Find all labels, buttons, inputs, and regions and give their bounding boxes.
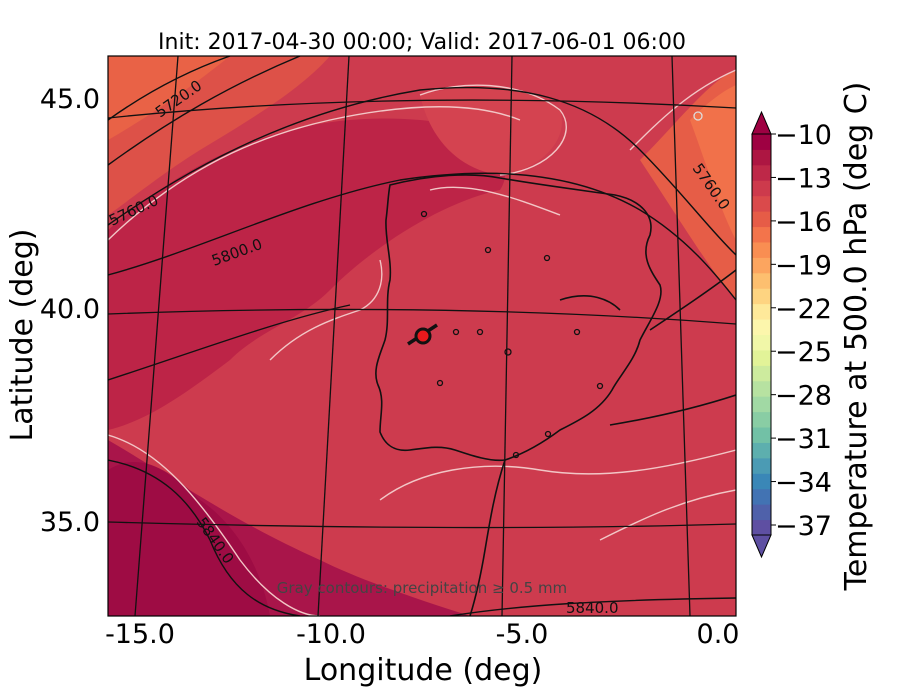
cold-region-west: [108, 118, 506, 431]
colorbar-frame: [751, 133, 772, 536]
colorbar-cell: [752, 380, 771, 397]
colorbar-min-arrow: [751, 534, 772, 559]
colorbar-cell: [752, 457, 771, 474]
colorbar-cell: [752, 303, 771, 320]
x-axis-title: Longitude (deg): [304, 653, 543, 688]
coldest-region-southwest: [108, 461, 270, 616]
colorbar-cell: [752, 473, 771, 490]
colorbar-cell: [752, 272, 771, 289]
colorbar-cell: [752, 349, 771, 366]
colorbar-tick-label: −28: [775, 381, 832, 412]
colorbar-tick-label: −16: [775, 207, 832, 238]
temperature-contours: [108, 69, 736, 616]
colorbar-cell: [752, 334, 771, 351]
colorbar-cell: [752, 504, 771, 521]
colorbar-tick-label: −10: [775, 120, 832, 151]
x-tick-minus5: -5.0: [496, 619, 549, 650]
colorbar-max-arrow: [751, 110, 772, 135]
precipitation-contours: [420, 111, 703, 459]
colorbar-cell: [752, 488, 771, 505]
y-axis-title: Latitude (deg): [5, 229, 40, 442]
map-plot-area: 5720.0 5760.0 5800.0 5760.0 5840.0 5840.…: [108, 56, 736, 617]
colorbar-tick-label: −13: [775, 163, 832, 194]
colorbar-tick-label: −34: [775, 468, 832, 499]
colorbar-cell: [752, 365, 771, 382]
warmer-region-northeast: [690, 85, 736, 240]
plot-frame: [107, 55, 737, 617]
colorbar-cell: [752, 257, 771, 274]
warm-patch-north: [420, 87, 562, 175]
colorbar-tick-label: −31: [775, 424, 832, 455]
colorbar-cell: [752, 211, 771, 228]
colorbar-cell: [752, 411, 771, 428]
colorbar-tick-label: −19: [775, 250, 832, 281]
y-tick-45: 45.0: [40, 84, 100, 115]
x-tick-minus10: -10.0: [296, 619, 366, 650]
colorbar-cell: [752, 442, 771, 459]
colorbar-cell: [752, 149, 771, 166]
colorbar-cell: [752, 134, 771, 150]
colorbar: −10 −13 −16 −19 −22 −25 −28 −31 −34 −37: [751, 110, 832, 559]
graticule-lines: [108, 56, 736, 616]
height-contours: [108, 56, 736, 616]
station-marker: [414, 327, 432, 345]
colorbar-cell: [752, 195, 771, 212]
x-tick-minus15: -15.0: [105, 619, 175, 650]
contour-label-5840-south: 5840.0: [566, 599, 619, 617]
x-tick-0: 0.0: [697, 619, 740, 650]
colorbar-tick-label: −22: [775, 294, 832, 325]
colorbar-tick-label: −25: [775, 337, 832, 368]
precipitation-note: Gray contours: precipitation ≥ 0.5 mm: [277, 579, 567, 597]
colorbar-cell: [752, 180, 771, 197]
colorbar-cell: [752, 164, 771, 181]
warmer-region-northwest: [108, 56, 230, 140]
colorbar-title: Temperature at 500.0 hPa (deg C): [839, 82, 874, 592]
colorbar-tick-label: −37: [775, 511, 832, 542]
colorbar-cell: [752, 241, 771, 258]
colorbar-cell: [752, 319, 771, 335]
colorbar-cell: [752, 226, 771, 243]
colorbar-cell: [752, 427, 771, 443]
colorbar-cell: [752, 288, 771, 305]
coastline: [375, 174, 736, 616]
y-tick-35: 35.0: [40, 507, 100, 538]
y-tick-40: 40.0: [40, 294, 100, 325]
colorbar-cell: [752, 519, 771, 536]
colorbar-cell: [752, 396, 771, 413]
map-title: Init: 2017-04-30 00:00; Valid: 2017-06-0…: [158, 30, 686, 55]
